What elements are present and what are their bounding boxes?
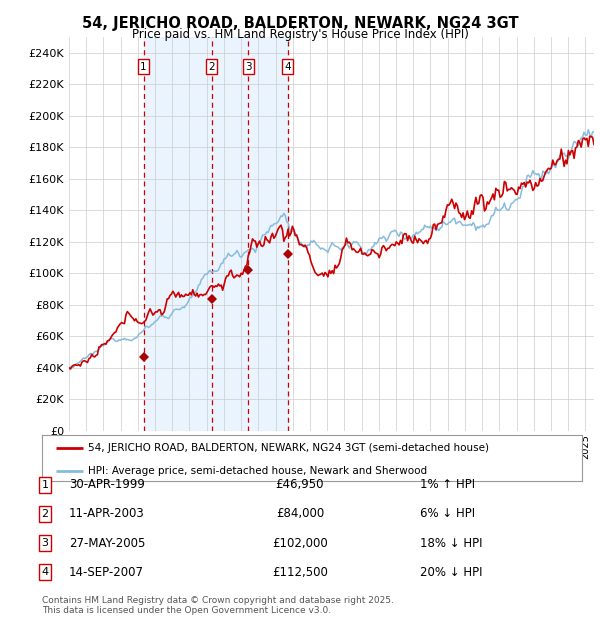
Text: 2: 2	[208, 62, 215, 72]
Text: £112,500: £112,500	[272, 566, 328, 578]
Text: 6% ↓ HPI: 6% ↓ HPI	[420, 508, 475, 520]
Text: Price paid vs. HM Land Registry's House Price Index (HPI): Price paid vs. HM Land Registry's House …	[131, 28, 469, 41]
Text: 54, JERICHO ROAD, BALDERTON, NEWARK, NG24 3GT (semi-detached house): 54, JERICHO ROAD, BALDERTON, NEWARK, NG2…	[88, 443, 489, 453]
Text: 20% ↓ HPI: 20% ↓ HPI	[420, 566, 482, 578]
Text: 18% ↓ HPI: 18% ↓ HPI	[420, 537, 482, 549]
Text: 1: 1	[41, 480, 49, 490]
Text: £46,950: £46,950	[276, 479, 324, 491]
Text: £102,000: £102,000	[272, 537, 328, 549]
Text: 1% ↑ HPI: 1% ↑ HPI	[420, 479, 475, 491]
Text: 2: 2	[41, 509, 49, 519]
Bar	[143, 37, 288, 431]
Text: 3: 3	[41, 538, 49, 548]
Text: 30-APR-1999: 30-APR-1999	[69, 479, 145, 491]
Text: 14-SEP-2007: 14-SEP-2007	[69, 566, 144, 578]
Text: 3: 3	[245, 62, 251, 72]
Text: 11-APR-2003: 11-APR-2003	[69, 508, 145, 520]
Text: HPI: Average price, semi-detached house, Newark and Sherwood: HPI: Average price, semi-detached house,…	[88, 466, 427, 476]
Text: 27-MAY-2005: 27-MAY-2005	[69, 537, 145, 549]
Text: Contains HM Land Registry data © Crown copyright and database right 2025.
This d: Contains HM Land Registry data © Crown c…	[42, 596, 394, 615]
Text: 4: 4	[284, 62, 291, 72]
Text: 4: 4	[41, 567, 49, 577]
Text: £84,000: £84,000	[276, 508, 324, 520]
Text: 54, JERICHO ROAD, BALDERTON, NEWARK, NG24 3GT: 54, JERICHO ROAD, BALDERTON, NEWARK, NG2…	[82, 16, 518, 31]
Text: 1: 1	[140, 62, 147, 72]
